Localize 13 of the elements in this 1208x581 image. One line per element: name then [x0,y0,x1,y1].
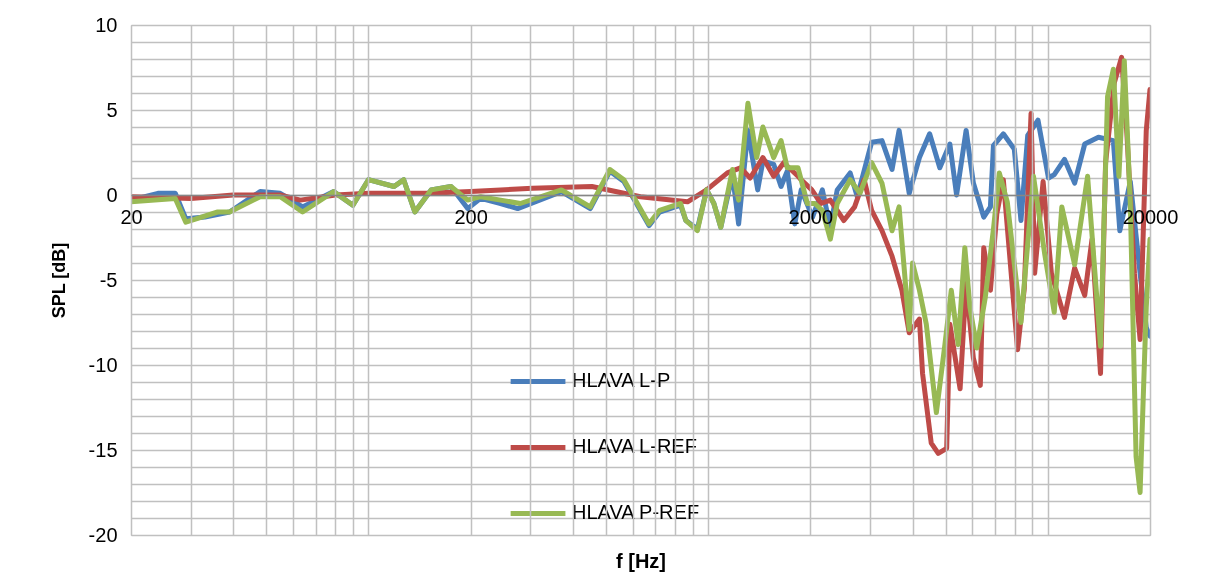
y-axis-title: SPL [dB] [48,242,69,319]
x-tick-label: 20 [120,205,143,228]
x-tick-label: 200 [454,205,488,228]
y-tick-label: -15 [88,438,118,461]
y-tick-label: 5 [106,98,118,121]
y-tick-label: -20 [88,523,118,546]
y-tick-label: -5 [99,268,118,291]
y-tick-label: 0 [106,183,118,206]
legend-label: HLAVA L-P [572,369,671,392]
y-tick-label: -10 [88,353,118,376]
y-tick-label: 10 [95,13,118,36]
legend-label: HLAVA L-REF [572,435,697,458]
x-axis-title: f [Hz] [616,549,666,572]
